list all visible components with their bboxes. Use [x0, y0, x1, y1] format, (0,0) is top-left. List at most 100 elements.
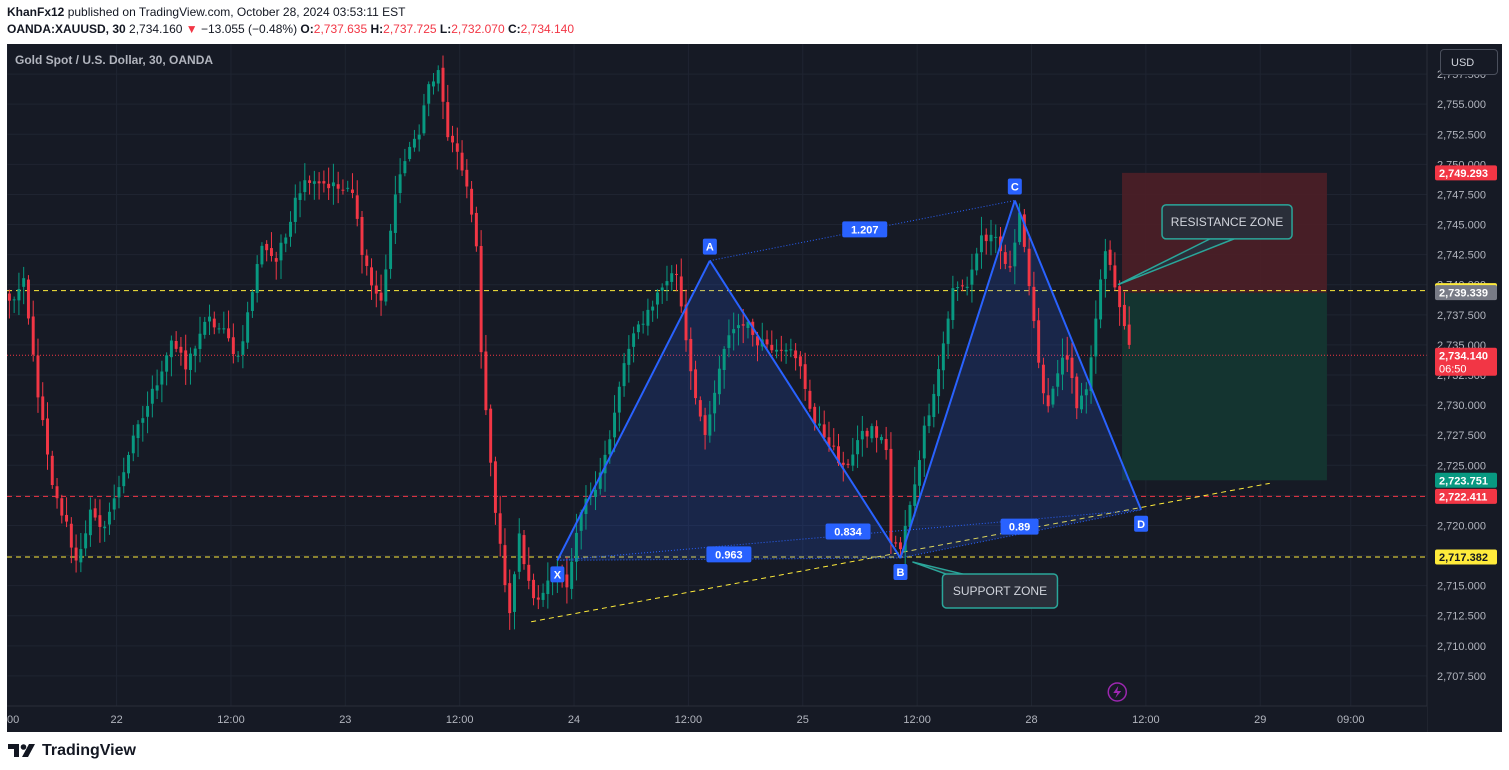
candle-body: [822, 424, 826, 438]
candle-body: [88, 509, 92, 536]
candle-body: [22, 278, 26, 287]
candle-body: [50, 455, 54, 486]
candle-body: [570, 561, 574, 589]
chart-area[interactable]: 1.207 0.963 0.834 0.89 X A B C D RESISTANCE ZONE…: [7, 44, 1502, 732]
candle-body: [627, 348, 631, 365]
candle-body: [227, 328, 231, 339]
ratio-label-box: [706, 546, 752, 563]
candle-body: [508, 583, 512, 614]
candle-body: [632, 333, 636, 347]
candle-body: [136, 424, 140, 439]
candle-body: [36, 355, 40, 398]
candle-body: [646, 309, 650, 326]
high-value: 2,737.725: [383, 22, 437, 36]
candle-body: [779, 349, 783, 351]
footer: TradingView: [0, 732, 1509, 770]
ohlc-line: OANDA:XAUUSD, 30 2,734.160 ▼ −13.055 (−0…: [7, 22, 574, 36]
candle-body: [798, 356, 802, 367]
candle-body: [293, 197, 297, 222]
candle-body: [879, 436, 883, 441]
xabcd-pattern[interactable]: 1.207 0.963 0.834 0.89 X A B C D: [550, 178, 1149, 583]
candle-body: [594, 489, 597, 497]
candle-body: [174, 340, 178, 349]
time-tick-label: 25: [797, 714, 809, 726]
candle-body: [860, 430, 864, 440]
candle-body: [284, 237, 288, 244]
ratio-label-box: [1000, 518, 1039, 535]
point-label-box: [1007, 178, 1022, 195]
candle-body: [1008, 266, 1012, 268]
price-axis[interactable]: 2,757.5002,755.0002,752.5002,750.0002,74…: [1426, 44, 1502, 732]
candle-body: [717, 368, 721, 395]
point-label-box: [1134, 515, 1149, 532]
candle-body: [7, 293, 11, 301]
time-tick-label: 28: [1025, 714, 1037, 726]
candle-body: [255, 264, 259, 293]
tradingview-logo[interactable]: TradingView: [8, 742, 136, 760]
candle-body: [1108, 249, 1112, 265]
candle-body: [689, 338, 693, 372]
candle-body: [298, 193, 302, 200]
candles: [7, 55, 1131, 630]
candle-body: [1080, 395, 1084, 410]
candle-body: [122, 472, 126, 487]
candle-body: [884, 438, 888, 451]
pattern-leg: [556, 260, 711, 561]
candle-body: [212, 318, 216, 328]
candle-body: [698, 400, 702, 417]
candle-body: [608, 439, 612, 455]
candle-body: [260, 245, 264, 265]
alert-icon-group[interactable]: [1107, 682, 1128, 702]
candle-body: [498, 513, 502, 544]
lightning-icon: [1107, 682, 1128, 702]
price-badge-label: 2,734.140: [1439, 350, 1488, 362]
open-value: 2,737.635: [313, 22, 368, 36]
zone-callouts[interactable]: RESISTANCE ZONE SUPPORT ZONE: [912, 204, 1293, 609]
time-tick-label: 12:00: [217, 714, 245, 726]
candle-body: [236, 355, 240, 357]
candle-body: [989, 234, 993, 242]
candle-body: [184, 350, 188, 370]
point-label-b: B: [896, 567, 904, 579]
candle-body: [355, 195, 359, 219]
candle-body: [112, 498, 116, 510]
candle-body: [107, 511, 111, 525]
ratio-label-box: [842, 221, 888, 238]
time-axis[interactable]: 00 22 12:00 23 12:00 24 12:00 25 12:00 28 12:00 29 0…: [7, 705, 1427, 732]
price-chart[interactable]: 1.207 0.963 0.834 0.89 X A B C D RESISTANCE ZONE…: [7, 44, 1502, 732]
candle-body: [93, 508, 97, 518]
candle-body: [841, 462, 845, 465]
candle-body: [317, 181, 321, 184]
candle-body: [908, 504, 912, 527]
price-tick-label: 2,742.500: [1437, 250, 1486, 262]
candle-body: [146, 406, 150, 417]
price-badge: [1435, 285, 1497, 301]
candle-body: [513, 574, 516, 612]
candle-body: [932, 393, 936, 418]
price-tick-label: 2,755.000: [1437, 99, 1486, 111]
candle-body: [851, 454, 855, 466]
candle-body: [994, 236, 998, 238]
candle-body: [231, 337, 235, 355]
candle-body: [1022, 214, 1026, 247]
ratio-label: 1.207: [851, 224, 879, 236]
candle-body: [1056, 373, 1060, 387]
candle-body: [26, 279, 30, 319]
author-name[interactable]: KhanFx12: [7, 5, 65, 19]
candle-body: [679, 276, 683, 307]
published-text: published on TradingView.com, October 28…: [64, 5, 406, 19]
price-tick-label: 2,727.500: [1437, 430, 1486, 442]
candle-body: [1075, 376, 1079, 409]
candle-body: [165, 355, 169, 372]
point-label-box: [550, 566, 565, 583]
candle-body: [250, 292, 254, 311]
candle-body: [441, 67, 445, 102]
price-badge-label: 2,717.382: [1439, 552, 1488, 564]
lightning-bolt: [1113, 686, 1122, 698]
price-badge: [1435, 472, 1497, 488]
price-badge: [1435, 488, 1497, 504]
currency-button[interactable]: USD: [1440, 49, 1498, 75]
price-badges: 2,749.2932,739.5062,739.3392,734.14006:5…: [1435, 165, 1497, 565]
candle-body: [465, 169, 469, 187]
candle-body: [474, 212, 478, 247]
